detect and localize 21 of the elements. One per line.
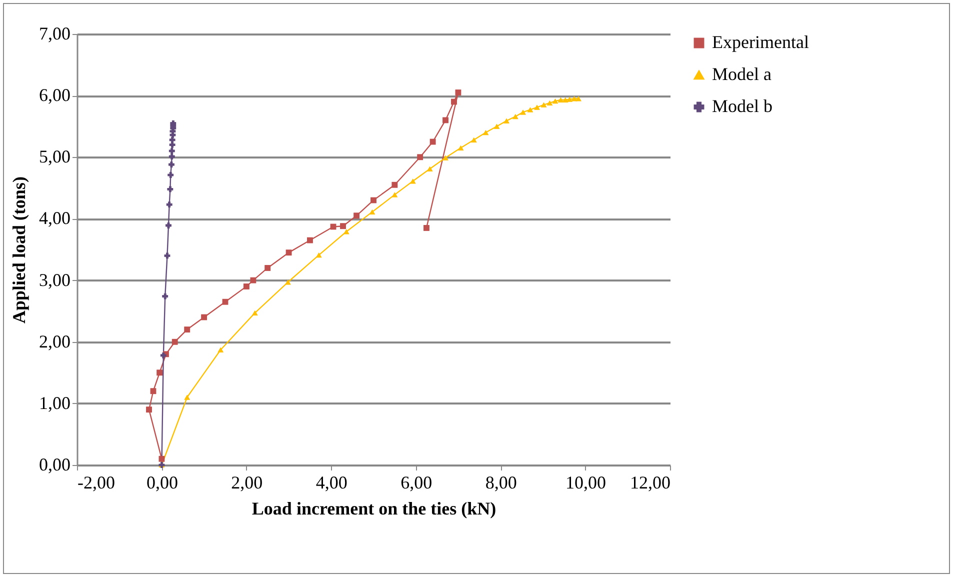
- y-tick-label: 3,00: [39, 270, 70, 290]
- x-tick-label: 10,00: [566, 472, 606, 492]
- x-tick-label: 0,00: [146, 472, 178, 492]
- legend-label: Experimental: [712, 32, 809, 52]
- x-tick-label: 6,00: [400, 472, 432, 492]
- x-tick-label: 8,00: [485, 472, 517, 492]
- y-tick-label: 1,00: [39, 392, 70, 413]
- y-tick-label: 0,00: [39, 454, 70, 474]
- legend-label: Model a: [712, 64, 772, 84]
- y-axis-title: Applied load (tons): [9, 176, 29, 324]
- y-tick-label: 4,00: [39, 208, 70, 228]
- x-axis-title: Load increment on the ties (kN): [252, 498, 496, 518]
- x-tick-label: 2,00: [231, 472, 263, 492]
- x-tick-label: 4,00: [316, 472, 348, 492]
- x-tick-label: 12,00: [630, 472, 670, 492]
- y-tick-label: 2,00: [39, 331, 70, 352]
- y-tick-label: 7,00: [39, 24, 70, 44]
- legend-label: Model b: [712, 96, 772, 116]
- y-tick-label: 5,00: [39, 146, 70, 167]
- x-tick-label: -2,00: [78, 472, 115, 492]
- y-tick-label: 6,00: [39, 85, 70, 106]
